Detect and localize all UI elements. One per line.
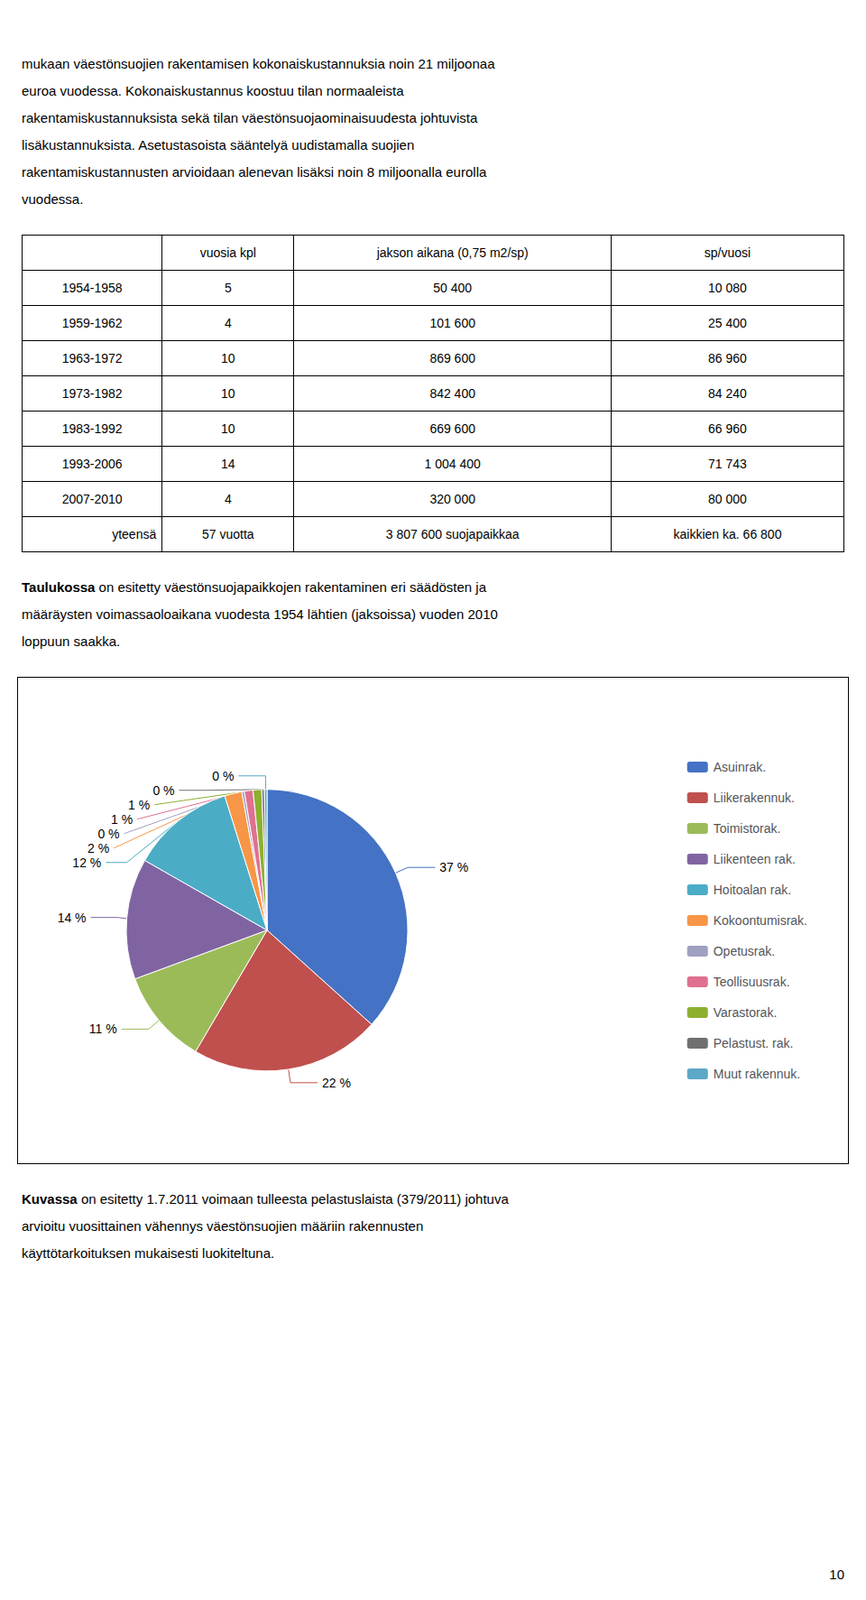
html-text:4: 4 bbox=[224, 491, 232, 507]
html-text:57 vuotta: 57 vuotta bbox=[202, 526, 255, 542]
html-text:mukaan väestönsuojien rakentam: mukaan väestönsuojien rakentamisen kokon… bbox=[21, 55, 495, 72]
html-text:86 960: 86 960 bbox=[708, 350, 747, 366]
svg-text:Muut rakennuk.: Muut rakennuk. bbox=[713, 1066, 802, 1081]
svg-text:1 %: 1 % bbox=[110, 811, 133, 827]
html-text:jakson aikana (0,75 m2/sp): jakson aikana (0,75 m2/sp) bbox=[376, 245, 529, 260]
html-text:rakentamiskustannuksista sekä: rakentamiskustannuksista sekä tilan väes… bbox=[21, 110, 478, 126]
svg-text:37 %: 37 % bbox=[439, 859, 469, 875]
html-text:5: 5 bbox=[224, 280, 232, 295]
html-text:869 600: 869 600 bbox=[429, 350, 476, 366]
html-text:määräysten voimassaoloaikana v: määräysten voimassaoloaikana vuodesta 19… bbox=[21, 606, 498, 622]
svg-text:2 %: 2 % bbox=[87, 840, 110, 856]
svg-text:Hoitoalan rak.: Hoitoalan rak. bbox=[713, 882, 792, 897]
html-text:sp/vuosi: sp/vuosi bbox=[704, 245, 751, 260]
html-text:1983-1992: 1983-1992 bbox=[61, 421, 123, 436]
html-text:vuodessa.: vuodessa. bbox=[21, 191, 84, 207]
svg-text:Toimistorak.: Toimistorak. bbox=[713, 820, 782, 836]
html-text:1963-1972: 1963-1972 bbox=[61, 350, 123, 366]
html-text:10 080: 10 080 bbox=[708, 280, 747, 295]
html-text:vuosia kpl: vuosia kpl bbox=[199, 245, 257, 260]
html-text:loppuun saakka.: loppuun saakka. bbox=[21, 633, 121, 649]
svg-text:12 %: 12 % bbox=[72, 855, 102, 870]
html-text:4: 4 bbox=[224, 315, 232, 331]
html-text:Kuvassa on esitetty 1.7.2011 v: Kuvassa on esitetty 1.7.2011 voimaan tul… bbox=[21, 1190, 509, 1207]
html-text:80 000: 80 000 bbox=[708, 491, 747, 507]
html-text:320 000: 320 000 bbox=[429, 491, 476, 507]
svg-text:Pelastust. rak.: Pelastust. rak. bbox=[713, 1035, 794, 1051]
html-text:1973-1982: 1973-1982 bbox=[61, 386, 123, 401]
html-text:10: 10 bbox=[829, 1566, 845, 1582]
html-text:101 600: 101 600 bbox=[429, 315, 476, 331]
html-text:1993-2006: 1993-2006 bbox=[61, 456, 123, 471]
html-text:1959-1962: 1959-1962 bbox=[61, 315, 123, 331]
html-text:71 743: 71 743 bbox=[708, 456, 747, 471]
svg-text:Liikenteen rak.: Liikenteen rak. bbox=[713, 851, 796, 866]
html-text:1954-1958: 1954-1958 bbox=[61, 280, 123, 295]
svg-text:14 %: 14 % bbox=[57, 910, 87, 925]
html-text:842 400: 842 400 bbox=[429, 386, 476, 401]
html-text:2007-2010: 2007-2010 bbox=[61, 491, 123, 507]
html-text:14: 14 bbox=[221, 456, 236, 471]
html-text:50 400: 50 400 bbox=[433, 280, 472, 295]
svg-text:Liikerakennuk.: Liikerakennuk. bbox=[713, 790, 795, 805]
html-text:3 807 600 suojapaikkaa: 3 807 600 suojapaikkaa bbox=[385, 526, 520, 542]
html-text:10: 10 bbox=[221, 386, 236, 401]
html-text:1 004 400: 1 004 400 bbox=[424, 456, 481, 471]
html-text:euroa vuodessa. Kokonaiskustan: euroa vuodessa. Kokonaiskustannus koostu… bbox=[21, 82, 404, 99]
html-text:10: 10 bbox=[221, 421, 236, 436]
html-text:arvioitu vuosittainen vähennys: arvioitu vuosittainen vähennys väestönsu… bbox=[21, 1217, 424, 1234]
html-text:25 400: 25 400 bbox=[708, 315, 747, 331]
html-text:yteensä: yteensä bbox=[112, 526, 157, 542]
html-text:rakentamiskustannusten arvioid: rakentamiskustannusten arvioidaan alenev… bbox=[21, 164, 487, 180]
html-text:66 960: 66 960 bbox=[708, 421, 747, 436]
svg-text:Kokoontumisrak.: Kokoontumisrak. bbox=[713, 912, 808, 928]
html-text:käyttötarkoituksen mukaisesti: käyttötarkoituksen mukaisesti luokiteltu… bbox=[21, 1244, 275, 1261]
html-text:Taulukossa on esitetty väestön: Taulukossa on esitetty väestönsuojapaikk… bbox=[21, 579, 487, 595]
html-text:84 240: 84 240 bbox=[708, 386, 747, 401]
svg-text:0 %: 0 % bbox=[152, 783, 175, 798]
svg-text:1 %: 1 % bbox=[128, 797, 150, 812]
svg-text:Teollisuusrak.: Teollisuusrak. bbox=[713, 974, 791, 989]
html-text:10: 10 bbox=[221, 350, 236, 366]
svg-text:Opetusrak.: Opetusrak. bbox=[713, 943, 775, 959]
html-text:669 600: 669 600 bbox=[429, 421, 476, 436]
svg-text:0 %: 0 % bbox=[211, 768, 234, 784]
svg-text:Varastorak.: Varastorak. bbox=[713, 1004, 778, 1020]
html-text:lisäkustannuksista. Asetustaso: lisäkustannuksista. Asetustasoista säänt… bbox=[21, 137, 415, 153]
html-text:kaikkien ka. 66 800: kaikkien ka. 66 800 bbox=[673, 526, 782, 542]
svg-text:Asuinrak.: Asuinrak. bbox=[713, 759, 766, 774]
svg-text:11 %: 11 % bbox=[89, 1021, 118, 1036]
svg-text:22 %: 22 % bbox=[322, 1075, 351, 1090]
svg-text:0 %: 0 % bbox=[97, 826, 120, 841]
